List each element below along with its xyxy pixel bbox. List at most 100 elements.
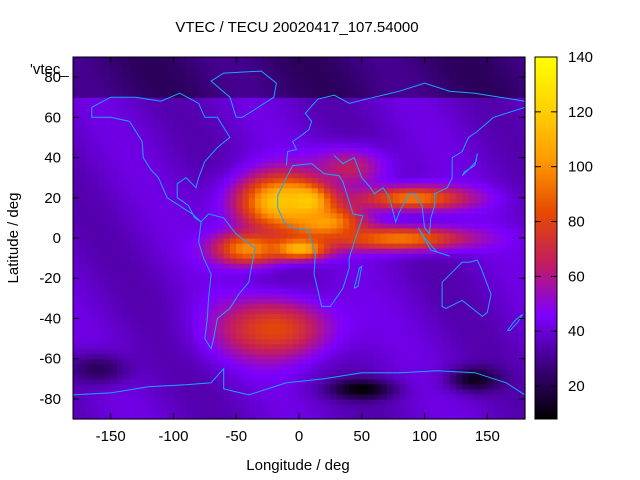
heatmap-cell	[129, 57, 137, 63]
heatmap-cell	[330, 253, 338, 259]
heatmap-cell	[506, 298, 514, 304]
heatmap-cell	[135, 338, 143, 345]
heatmap-cell	[79, 358, 87, 365]
heatmap-cell	[437, 343, 444, 350]
heatmap-cell	[493, 57, 501, 63]
heatmap-cell	[85, 353, 93, 360]
heatmap-cell	[167, 87, 175, 93]
heatmap-cell	[79, 403, 87, 410]
heatmap-cell	[349, 67, 357, 73]
heatmap-cell	[192, 378, 200, 385]
heatmap-cell	[79, 132, 87, 139]
heatmap-cell	[173, 333, 181, 340]
heatmap-cell	[386, 298, 394, 304]
heatmap-cell	[229, 343, 237, 350]
heatmap-cell	[110, 308, 118, 315]
heatmap-cell	[273, 253, 281, 259]
heatmap-cell	[167, 318, 175, 325]
heatmap-cell	[236, 227, 244, 234]
heatmap-cell	[324, 97, 331, 103]
heatmap-cell	[255, 82, 262, 88]
heatmap-cell	[217, 383, 225, 390]
heatmap-cell	[167, 263, 175, 269]
heatmap-cell	[418, 87, 426, 93]
heatmap-cell	[91, 137, 99, 144]
heatmap-cell	[142, 243, 149, 249]
heatmap-cell	[273, 227, 281, 234]
heatmap-cell	[217, 273, 225, 279]
heatmap-cell	[104, 363, 112, 370]
heatmap-cell	[160, 283, 168, 289]
heatmap-cell	[443, 147, 451, 154]
heatmap-cell	[330, 288, 338, 294]
heatmap-cell	[273, 348, 281, 355]
heatmap-cell	[192, 57, 200, 63]
heatmap-cell	[292, 303, 300, 309]
heatmap-cell	[91, 368, 99, 375]
heatmap-cell	[135, 67, 143, 73]
heatmap-cell	[399, 212, 407, 219]
heatmap-cell	[173, 167, 181, 174]
heatmap-cell	[405, 152, 413, 159]
heatmap-cell	[393, 182, 401, 189]
heatmap-cell	[412, 162, 419, 169]
heatmap-cell	[110, 303, 118, 309]
heatmap-cell	[160, 82, 168, 88]
heatmap-cell	[91, 167, 99, 174]
heatmap-cell	[160, 67, 168, 73]
heatmap-cell	[280, 157, 288, 164]
heatmap-cell	[462, 57, 470, 63]
heatmap-cell	[229, 298, 237, 304]
heatmap-cell	[506, 353, 514, 360]
heatmap-cell	[154, 248, 162, 254]
heatmap-cell	[299, 298, 306, 304]
heatmap-cell	[430, 167, 438, 174]
heatmap-cell	[167, 82, 175, 88]
heatmap-cell	[292, 373, 300, 380]
heatmap-cell	[273, 67, 281, 73]
heatmap-cell	[110, 333, 118, 340]
heatmap-cell	[267, 403, 275, 410]
heatmap-cell	[380, 383, 388, 390]
heatmap-cell	[242, 192, 250, 199]
heatmap-cell	[79, 202, 87, 209]
heatmap-cell	[148, 187, 156, 194]
heatmap-cell	[305, 328, 313, 335]
heatmap-cell	[192, 263, 200, 269]
heatmap-cell	[474, 318, 482, 325]
heatmap-cell	[236, 202, 244, 209]
heatmap-cell	[129, 408, 137, 415]
heatmap-cell	[129, 177, 137, 184]
heatmap-cell	[167, 57, 175, 63]
heatmap-cell	[368, 157, 375, 164]
heatmap-cell	[430, 378, 438, 385]
heatmap-cell	[204, 227, 212, 234]
heatmap-cell	[481, 157, 488, 164]
heatmap-cell	[198, 323, 206, 330]
heatmap-cell	[98, 87, 105, 93]
heatmap-cell	[430, 268, 438, 274]
heatmap-cell	[148, 127, 156, 134]
heatmap-cell	[311, 358, 319, 365]
heatmap-cell	[462, 87, 470, 93]
heatmap-cell	[179, 227, 187, 234]
heatmap-cell	[317, 283, 325, 289]
heatmap-cell	[418, 273, 426, 279]
heatmap-cell	[336, 97, 344, 103]
heatmap-cell	[242, 157, 250, 164]
heatmap-cell	[380, 343, 388, 350]
heatmap-cell	[418, 157, 426, 164]
heatmap-cell	[167, 338, 175, 345]
heatmap-cell	[129, 182, 137, 189]
heatmap-cell	[123, 273, 131, 279]
heatmap-cell	[305, 217, 313, 224]
heatmap-cell	[412, 222, 419, 229]
heatmap-cell	[349, 263, 357, 269]
heatmap-cell	[192, 152, 200, 159]
heatmap-cell	[468, 82, 476, 88]
heatmap-cell	[405, 77, 413, 83]
heatmap-cell	[499, 313, 507, 320]
heatmap-cell	[330, 378, 338, 385]
heatmap-cell	[148, 408, 156, 415]
heatmap-cell	[73, 82, 80, 88]
